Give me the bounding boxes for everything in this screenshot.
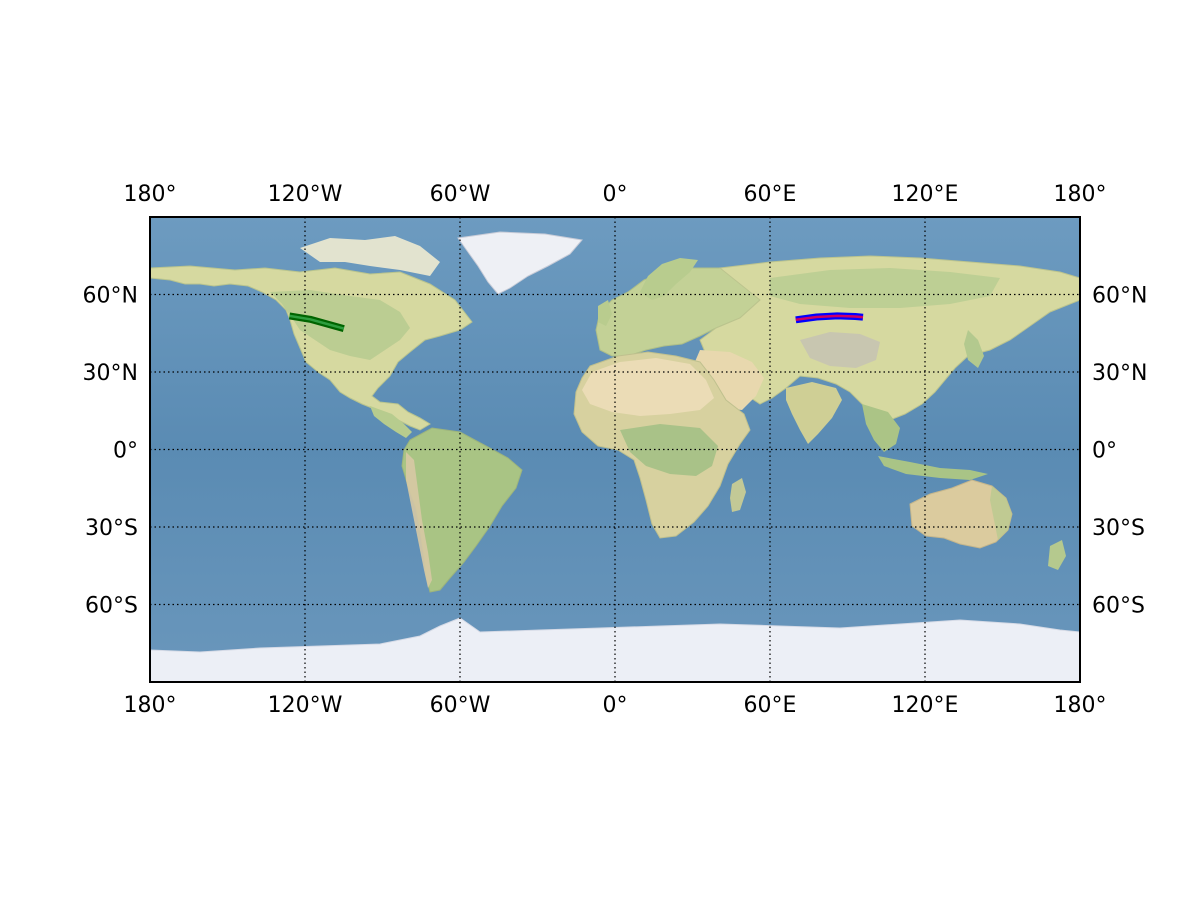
parallel-label-right: 30°N <box>1092 361 1147 386</box>
meridian-label-bottom: 60°E <box>744 693 797 718</box>
meridian-label-top: 60°E <box>744 182 797 207</box>
parallel-label-left: 0° <box>113 439 138 464</box>
meridian-label-top: 120°E <box>892 182 959 207</box>
landmass-tibetan-plateau <box>800 332 880 368</box>
landmass-japan <box>964 330 984 368</box>
track-1-centerline <box>289 314 345 330</box>
meridian-label-top: 180° <box>1054 182 1107 207</box>
landmass-central-america <box>370 406 412 438</box>
meridian-label-bottom: 0° <box>603 693 628 718</box>
landmass-indonesia <box>878 456 988 480</box>
landmass-siberia-forest <box>770 268 1000 308</box>
landmass-southeast-asia <box>862 404 900 452</box>
meridian-label-top: 60°W <box>430 182 491 207</box>
parallel-label-left: 30°N <box>83 361 138 386</box>
meridian-label-bottom: 60°W <box>430 693 491 718</box>
landmass-british-isles <box>598 300 612 326</box>
tracks-layer <box>288 312 864 332</box>
meridian-label-top: 180° <box>124 182 177 207</box>
meridian-label-bottom: 120°W <box>268 693 343 718</box>
parallel-label-right: 60°S <box>1092 594 1145 619</box>
landmass-scandinavia <box>640 258 698 300</box>
landmass-madagascar <box>730 478 746 512</box>
meridian-label-bottom: 180° <box>124 693 177 718</box>
graticule <box>150 217 1080 682</box>
parallel-label-right: 0° <box>1092 439 1117 464</box>
parallel-label-right: 60°N <box>1092 284 1147 309</box>
landmass-new-zealand <box>1048 540 1066 570</box>
track-2-centerline <box>795 314 864 322</box>
meridian-label-bottom: 120°E <box>892 693 959 718</box>
parallel-label-left: 30°S <box>85 516 138 541</box>
meridian-label-bottom: 180° <box>1054 693 1107 718</box>
landmass-andes <box>406 452 432 588</box>
parallel-label-left: 60°N <box>83 284 138 309</box>
landmass-greenland <box>457 231 583 295</box>
meridian-label-top: 0° <box>603 182 628 207</box>
landmass-india <box>786 382 842 444</box>
map-frame <box>149 216 1081 683</box>
parallel-label-right: 30°S <box>1092 516 1145 541</box>
landmass-canadian-arctic <box>300 236 440 276</box>
parallel-label-left: 60°S <box>85 594 138 619</box>
meridian-label-top: 120°W <box>268 182 343 207</box>
axis-labels: 180° 180° 120°W 120°W 60°W 60°W 0° 0° 60°E 60°E 12… <box>83 182 1148 718</box>
